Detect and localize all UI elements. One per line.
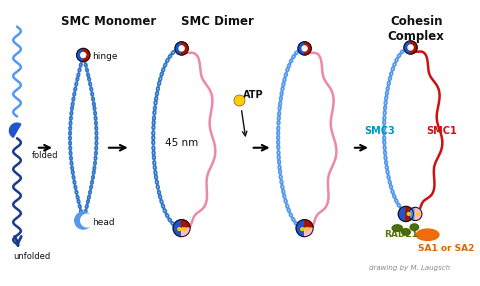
- Wedge shape: [398, 206, 406, 222]
- Wedge shape: [415, 207, 422, 221]
- Wedge shape: [77, 48, 83, 62]
- Text: unfolded: unfolded: [13, 252, 50, 261]
- Text: folded: folded: [32, 150, 59, 160]
- Wedge shape: [10, 123, 21, 137]
- Wedge shape: [305, 228, 313, 237]
- Text: SMC1: SMC1: [426, 126, 457, 136]
- Circle shape: [306, 228, 308, 231]
- Wedge shape: [305, 220, 313, 228]
- Wedge shape: [173, 220, 181, 237]
- Ellipse shape: [402, 229, 410, 235]
- Ellipse shape: [392, 225, 403, 231]
- Text: drawing by M. Laugsch: drawing by M. Laugsch: [369, 265, 450, 271]
- Wedge shape: [296, 220, 305, 237]
- Wedge shape: [175, 42, 181, 55]
- Circle shape: [417, 212, 420, 215]
- Circle shape: [81, 53, 86, 57]
- Circle shape: [302, 46, 307, 51]
- Text: hinge: hinge: [92, 52, 117, 61]
- Text: SA1 or SA2: SA1 or SA2: [418, 244, 475, 253]
- Text: ATP: ATP: [243, 90, 264, 100]
- Text: SMC3: SMC3: [364, 126, 395, 136]
- Text: SMC Monomer: SMC Monomer: [61, 15, 156, 28]
- Text: 45 nm: 45 nm: [165, 138, 198, 148]
- Wedge shape: [181, 228, 190, 237]
- Circle shape: [408, 45, 413, 50]
- Wedge shape: [404, 41, 410, 54]
- Wedge shape: [406, 206, 413, 222]
- Circle shape: [178, 228, 180, 231]
- Circle shape: [408, 212, 410, 215]
- Ellipse shape: [416, 229, 439, 241]
- Text: head: head: [92, 218, 114, 227]
- Circle shape: [75, 212, 92, 229]
- Circle shape: [81, 214, 94, 227]
- Wedge shape: [298, 42, 305, 55]
- Wedge shape: [410, 41, 417, 54]
- Text: Cohesin
Complex: Cohesin Complex: [388, 15, 444, 43]
- Circle shape: [179, 46, 184, 51]
- Wedge shape: [181, 220, 190, 228]
- Circle shape: [301, 228, 304, 231]
- Text: SMC Dimer: SMC Dimer: [181, 15, 254, 28]
- Text: RAD21: RAD21: [384, 230, 418, 239]
- Wedge shape: [305, 42, 311, 55]
- Wedge shape: [181, 42, 188, 55]
- Ellipse shape: [410, 224, 419, 231]
- Circle shape: [182, 228, 185, 231]
- Wedge shape: [408, 207, 415, 221]
- Wedge shape: [83, 48, 90, 62]
